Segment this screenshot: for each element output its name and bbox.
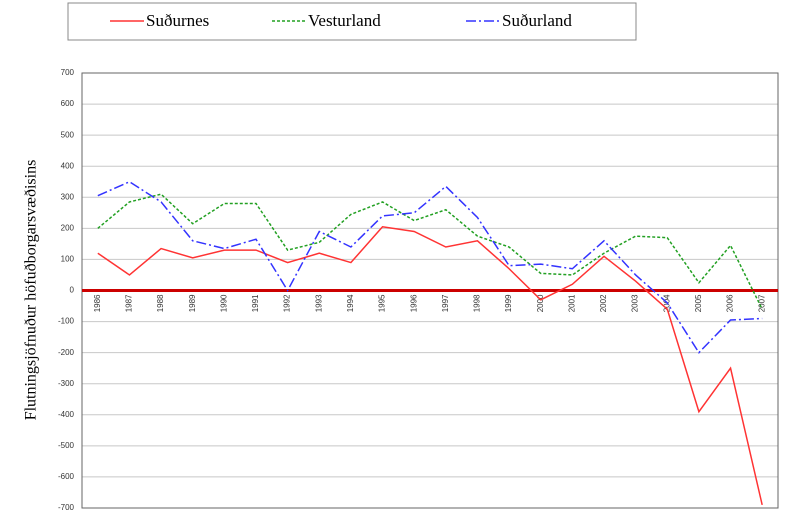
x-tick-label: 2000	[536, 294, 545, 312]
x-tick-label: 1986	[93, 294, 102, 312]
y-axis-label: Flutningsjöfnuður höfuðborgarsvæðisins	[23, 160, 40, 421]
x-tick-dot	[222, 289, 226, 292]
y-tick-label: 0	[70, 286, 75, 295]
x-tick-label: 1995	[378, 294, 387, 312]
x-tick-dot	[539, 289, 543, 292]
legend-label: Vesturland	[308, 11, 381, 30]
x-tick-label: 2003	[631, 294, 640, 312]
x-tick-dot	[602, 289, 606, 292]
x-tick-label: 1999	[504, 294, 513, 312]
x-tick-dot	[317, 289, 321, 292]
x-tick-label: 1992	[283, 294, 292, 312]
x-tick-label: 1996	[409, 294, 418, 312]
x-tick-dot	[697, 289, 701, 292]
x-tick-label: 1990	[219, 294, 228, 312]
x-tick-dot	[444, 289, 448, 292]
y-tick-label: 200	[61, 223, 75, 232]
series-line	[97, 180, 763, 354]
y-tick-label: 500	[61, 130, 75, 139]
series-line	[97, 193, 763, 310]
x-tick-label: 1991	[251, 294, 260, 312]
legend-label: Suðurnes	[146, 11, 209, 30]
y-tick-label: 700	[61, 68, 75, 77]
y-tick-label: -500	[58, 441, 75, 450]
x-tick-label: 1998	[473, 294, 482, 312]
y-tick-label: -400	[58, 410, 75, 419]
y-tick-label: -300	[58, 379, 75, 388]
x-tick-label: 1988	[156, 294, 165, 312]
legend-label: Suðurland	[502, 11, 572, 30]
x-tick-label: 2001	[567, 294, 576, 312]
y-tick-label: -200	[58, 348, 75, 357]
x-tick-label: 1997	[441, 294, 450, 312]
x-tick-label: 1993	[314, 294, 323, 312]
series-line	[97, 226, 763, 506]
x-tick-dot	[412, 289, 416, 292]
y-tick-label: 600	[61, 99, 75, 108]
x-tick-dot	[254, 289, 258, 292]
x-tick-label: 2006	[726, 294, 735, 312]
x-tick-label: 2007	[757, 294, 766, 312]
x-tick-dot	[96, 289, 100, 292]
x-tick-label: 1994	[346, 294, 355, 312]
x-tick-dot	[127, 289, 131, 292]
x-tick-dot	[570, 289, 574, 292]
y-tick-label: -100	[58, 317, 75, 326]
y-tick-label: 100	[61, 255, 75, 264]
y-tick-label: 300	[61, 192, 75, 201]
y-tick-label: -700	[58, 503, 75, 512]
x-tick-dot	[475, 289, 479, 292]
x-tick-dot	[760, 289, 764, 292]
x-tick-dot	[507, 289, 511, 292]
x-tick-dot	[634, 289, 638, 292]
x-tick-label: 2005	[694, 294, 703, 312]
x-tick-label: 1989	[188, 294, 197, 312]
x-tick-dot	[729, 289, 733, 292]
x-tick-dot	[191, 289, 195, 292]
y-tick-label: 400	[61, 161, 75, 170]
x-tick-dot	[159, 289, 163, 292]
x-tick-dot	[349, 289, 353, 292]
y-tick-label: -600	[58, 472, 75, 481]
x-tick-dot	[665, 289, 669, 292]
legend-box	[67, 2, 637, 41]
x-tick-label: 1987	[125, 294, 134, 312]
x-tick-label: 2002	[599, 294, 608, 312]
x-tick-dot	[381, 289, 385, 292]
